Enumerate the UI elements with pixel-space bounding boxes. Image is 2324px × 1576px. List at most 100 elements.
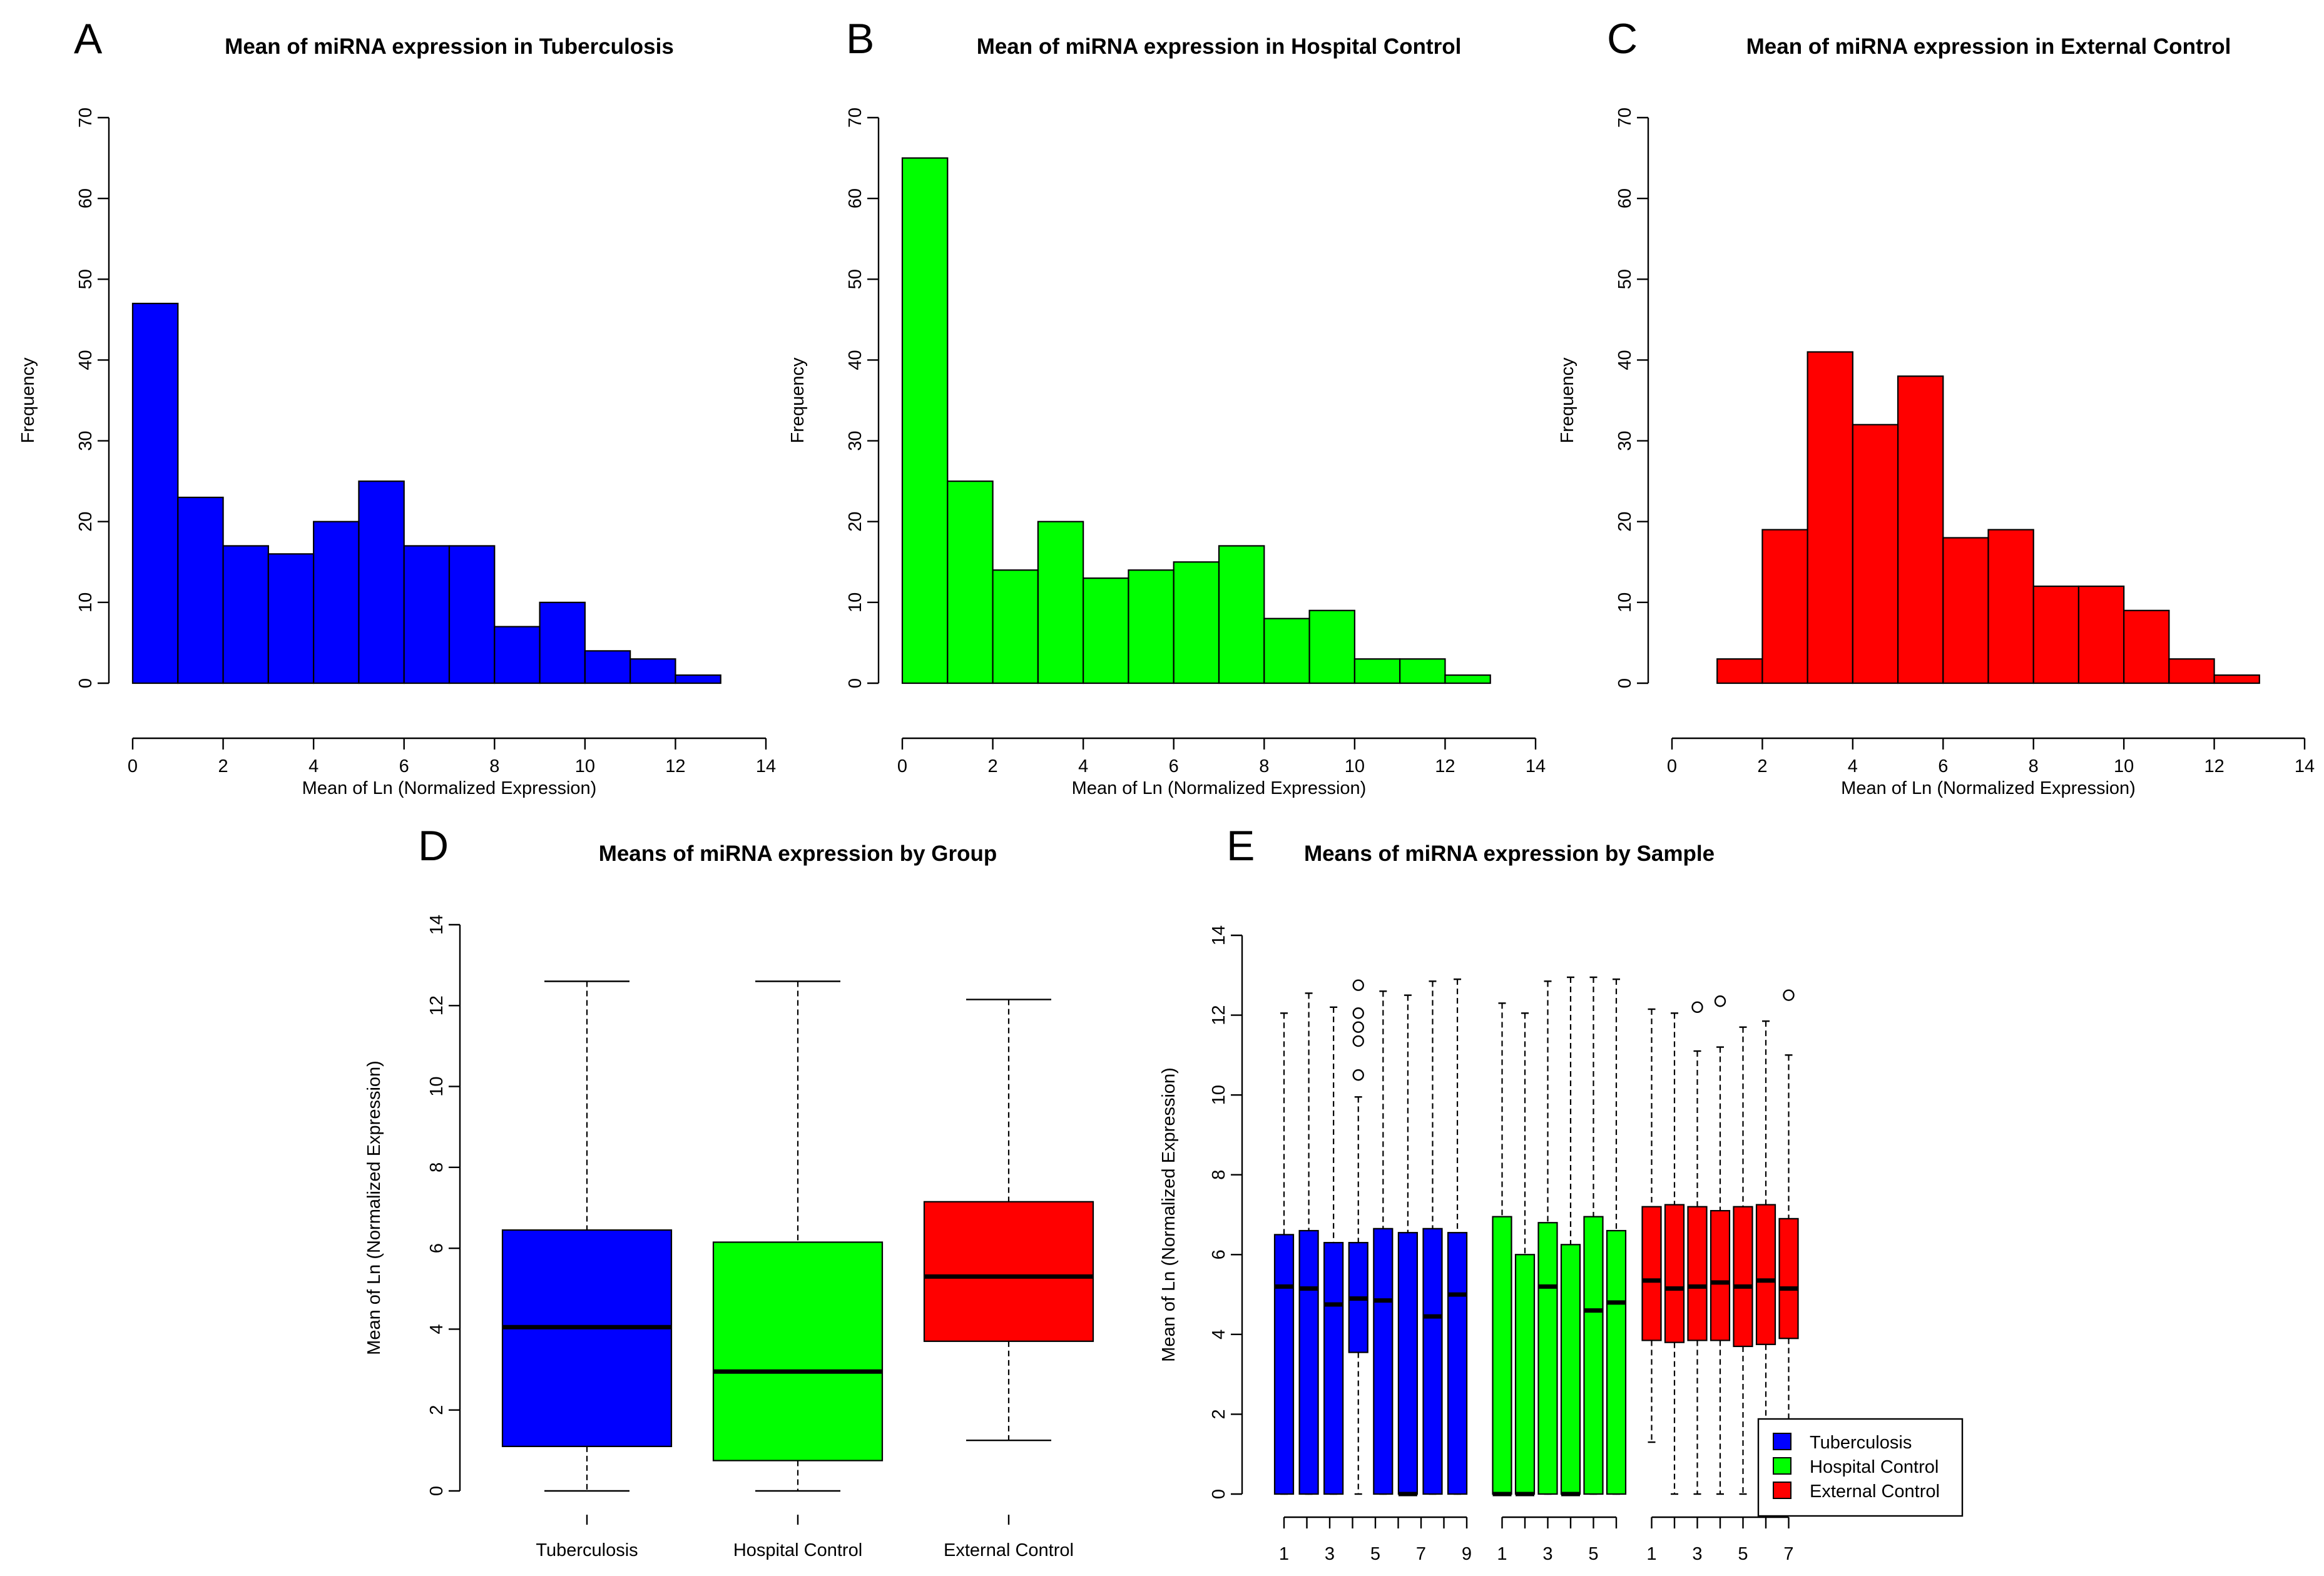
boxplot bbox=[1397, 994, 1418, 1497]
x-tick-label: 10 bbox=[575, 756, 595, 776]
y-tick-label: 6 bbox=[427, 1243, 447, 1253]
outlier-point bbox=[1691, 1001, 1703, 1014]
boxplot bbox=[1710, 995, 1731, 1495]
box-iqr bbox=[1778, 1218, 1799, 1340]
histogram-bar bbox=[177, 496, 224, 684]
histogram-bar bbox=[901, 157, 949, 684]
y-axis-label: Mean of Ln (Normalized Expression) bbox=[1159, 1067, 1179, 1362]
x-tick-label: 1 bbox=[1646, 1544, 1656, 1564]
boxplot bbox=[1323, 1006, 1344, 1495]
y-tick-label: 4 bbox=[1209, 1329, 1229, 1340]
x-tick-label: 10 bbox=[1345, 756, 1365, 776]
boxplot bbox=[1560, 976, 1581, 1497]
y-tick-label: 0 bbox=[1615, 678, 1635, 688]
x-tick-label: 5 bbox=[1370, 1544, 1380, 1564]
x-tick-label: 4 bbox=[1848, 756, 1858, 776]
x-axis-label: Mean of Ln (Normalized Expression) bbox=[1072, 778, 1367, 798]
x-tick-label: 12 bbox=[2204, 756, 2224, 776]
boxplot bbox=[1537, 980, 1558, 1495]
y-tick-label: 0 bbox=[427, 1486, 447, 1496]
legend-label: Tuberculosis bbox=[1810, 1433, 1912, 1453]
chart-title: Means of miRNA expression by Sample bbox=[1304, 841, 1715, 866]
panel-letter-c: C bbox=[1607, 15, 1638, 63]
y-tick-label: 10 bbox=[1209, 1085, 1229, 1105]
box-iqr bbox=[1560, 1244, 1581, 1495]
y-tick-label: 2 bbox=[1209, 1409, 1229, 1419]
histogram-bar bbox=[448, 545, 496, 684]
panel-letter-e: E bbox=[1226, 822, 1255, 870]
x-axis-label: Mean of Ln (Normalized Expression) bbox=[1841, 778, 2136, 798]
box-iqr bbox=[1710, 1210, 1731, 1341]
y-tick-label: 6 bbox=[1209, 1249, 1229, 1259]
y-tick-label: 70 bbox=[76, 108, 96, 128]
y-tick-label: 50 bbox=[76, 269, 96, 289]
histogram-bar bbox=[1263, 618, 1310, 684]
x-tick-label: 8 bbox=[1259, 756, 1269, 776]
y-tick-label: 20 bbox=[1615, 512, 1635, 532]
histogram-bar bbox=[403, 545, 451, 684]
panel-letter-d: D bbox=[418, 822, 449, 870]
boxplot bbox=[923, 999, 1094, 1441]
legend-label: Hospital Control bbox=[1810, 1457, 1939, 1477]
y-axis-label: Frequency bbox=[18, 357, 38, 444]
box-iqr bbox=[1447, 1232, 1468, 1495]
histogram-bar bbox=[947, 480, 994, 684]
outlier-point bbox=[1352, 979, 1364, 991]
panel-letter-a: A bbox=[74, 15, 103, 63]
box-iqr bbox=[923, 1201, 1094, 1342]
box-iqr bbox=[1664, 1204, 1685, 1343]
x-tick-label: 3 bbox=[1692, 1544, 1702, 1564]
x-tick-label: 3 bbox=[1542, 1544, 1552, 1564]
x-tick-label: 10 bbox=[2114, 756, 2134, 776]
histogram-bar bbox=[629, 658, 676, 684]
x-tick-label: 0 bbox=[897, 756, 907, 776]
x-tick-label: 0 bbox=[128, 756, 138, 776]
box-iqr bbox=[1492, 1216, 1512, 1495]
histogram-bar bbox=[2168, 658, 2215, 684]
boxplot bbox=[1447, 978, 1468, 1495]
box-iqr bbox=[1733, 1206, 1753, 1348]
boxplot bbox=[1733, 1026, 1753, 1495]
box-iqr bbox=[712, 1241, 884, 1462]
boxplot bbox=[1583, 976, 1604, 1495]
y-tick-label: 60 bbox=[845, 188, 865, 208]
legend-swatch bbox=[1773, 1433, 1791, 1450]
histogram-bar bbox=[992, 569, 1039, 684]
x-tick-label: 2 bbox=[1757, 756, 1767, 776]
y-axis-label: Frequency bbox=[1557, 357, 1577, 444]
y-tick-label: 20 bbox=[845, 512, 865, 532]
box-iqr bbox=[501, 1229, 673, 1447]
y-tick-label: 30 bbox=[1615, 430, 1635, 450]
box-iqr bbox=[1397, 1232, 1418, 1495]
boxplot bbox=[1514, 1012, 1536, 1497]
histogram-bar bbox=[584, 650, 631, 684]
outlier-point bbox=[1714, 995, 1726, 1007]
y-axis-label: Mean of Ln (Normalized Expression) bbox=[364, 1060, 384, 1355]
x-tick-label: External Control bbox=[944, 1540, 1074, 1560]
x-tick-label: 0 bbox=[1667, 756, 1677, 776]
y-tick-label: 70 bbox=[845, 108, 865, 128]
histogram-bar bbox=[539, 601, 586, 684]
y-tick-label: 60 bbox=[76, 188, 96, 208]
boxplot bbox=[712, 980, 884, 1492]
chart-title: Mean of miRNA expression in Hospital Con… bbox=[977, 34, 1462, 59]
histogram-bar bbox=[222, 545, 269, 684]
box-iqr bbox=[1298, 1229, 1319, 1495]
boxplot-by-sample: Means of miRNA expression by Sample 0 2 4 6 8… bbox=[1159, 841, 1964, 1564]
x-tick-label: 8 bbox=[2029, 756, 2039, 776]
box-iqr bbox=[1755, 1204, 1776, 1345]
histogram-bar bbox=[1987, 529, 2034, 684]
chart-title: Means of miRNA expression by Group bbox=[599, 841, 997, 866]
x-tick-label: 5 bbox=[1738, 1544, 1748, 1564]
y-tick-label: 10 bbox=[76, 592, 96, 613]
x-tick-label: 7 bbox=[1783, 1544, 1793, 1564]
boxplot bbox=[1492, 1002, 1512, 1497]
histogram-hospital-control: Mean of miRNA expression in Hospital Con… bbox=[788, 34, 1546, 798]
x-tick-label: Tuberculosis bbox=[536, 1540, 638, 1560]
y-tick-label: 50 bbox=[1615, 269, 1635, 289]
outlier-point bbox=[1352, 1007, 1364, 1019]
boxplot bbox=[1298, 992, 1319, 1495]
histogram-bar bbox=[1308, 609, 1355, 684]
chart-title: Mean of miRNA expression in External Con… bbox=[1746, 34, 2231, 59]
